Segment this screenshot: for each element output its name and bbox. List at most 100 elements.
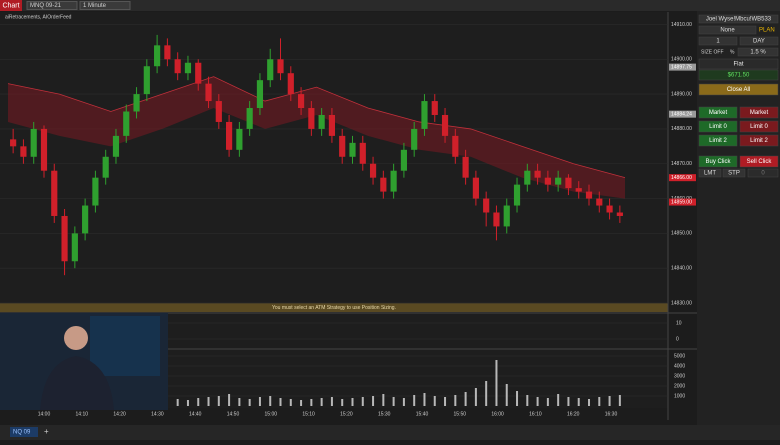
x-tick-label: 15:10 <box>302 411 315 417</box>
lmt-label[interactable]: LMT <box>704 171 716 177</box>
price-flag <box>669 110 696 118</box>
ribbon <box>8 76 625 199</box>
plan[interactable]: PLAN <box>759 28 775 34</box>
lmt[interactable] <box>698 168 722 178</box>
candle-body <box>349 142 356 157</box>
x-tick-label: 15:40 <box>416 411 429 417</box>
webcam-face <box>64 326 88 350</box>
pnl-label: $671.50 <box>728 73 750 79</box>
candle-body <box>10 139 17 147</box>
y-tick-label: 14850.00 <box>671 231 692 237</box>
volume-bar <box>454 395 457 406</box>
x-tick-label: 16:20 <box>567 411 580 417</box>
candle-body <box>390 170 397 192</box>
candle-body <box>164 45 171 60</box>
volume-bar <box>433 396 436 406</box>
pnl <box>698 69 779 81</box>
volume-bar <box>577 398 580 406</box>
buy-button-label[interactable]: Market <box>709 110 728 116</box>
chart-tab[interactable] <box>0 0 22 11</box>
volume-bar <box>320 398 323 406</box>
bottom-tab-label[interactable]: NQ 09 <box>13 430 31 436</box>
candle-body <box>596 198 603 206</box>
x-tick-label: 15:00 <box>265 411 278 417</box>
candle-body <box>606 205 613 213</box>
volume-bar <box>598 397 601 406</box>
volume-bar <box>207 397 210 406</box>
sell-button-label[interactable]: Limit 2 <box>750 138 768 144</box>
candle-body <box>421 101 428 129</box>
sell-button[interactable] <box>739 134 779 147</box>
price-flag-label: 14866.00 <box>671 175 692 181</box>
price-flag-label: 14859.00 <box>671 199 692 205</box>
bottom-tab[interactable] <box>10 427 38 437</box>
instrument-box[interactable] <box>26 1 78 10</box>
buy-button-label[interactable]: Limit 2 <box>709 138 727 144</box>
sell-button[interactable] <box>739 106 779 119</box>
candle-body <box>82 205 89 234</box>
close-all[interactable] <box>698 83 779 96</box>
webcam-body <box>40 356 114 410</box>
candle-body <box>133 94 140 112</box>
tab-label[interactable]: Chart <box>2 2 19 9</box>
status-message: You must select an ATM Strategy to use P… <box>272 305 396 311</box>
x-tick-label: 15:20 <box>340 411 353 417</box>
candle-body <box>339 135 346 157</box>
y-tick-label: 1000 <box>674 393 685 399</box>
price-flag <box>669 174 696 182</box>
quantity-label[interactable]: 1 <box>716 39 720 45</box>
volume-bar <box>392 397 395 406</box>
y-tick-label: 3000 <box>674 373 685 379</box>
interval[interactable]: 1 Minute <box>83 3 107 9</box>
account[interactable] <box>698 14 779 24</box>
risk-label[interactable]: 1.5 % <box>750 50 766 56</box>
x-tick-label: 15:50 <box>454 411 467 417</box>
atm-select-label[interactable]: None <box>720 28 735 34</box>
sell-button[interactable] <box>739 120 779 133</box>
price-flag <box>669 198 696 206</box>
bottom-bar <box>0 425 780 440</box>
stp[interactable] <box>722 168 746 178</box>
candle-body <box>452 135 459 157</box>
atm-select[interactable] <box>698 25 757 35</box>
sell-button-label[interactable]: Limit 0 <box>750 124 768 130</box>
buy-click-label[interactable]: Buy Click <box>705 159 731 165</box>
percent: % <box>730 49 735 55</box>
candle-body <box>123 111 130 136</box>
buy-button[interactable] <box>698 106 738 119</box>
buy-click[interactable] <box>698 155 738 168</box>
volume-bar <box>588 399 591 406</box>
risk[interactable] <box>737 47 779 57</box>
indicator-label: aiRetracements, AIOrderFeed <box>5 14 72 20</box>
add-tab[interactable]: + <box>44 427 49 436</box>
volume-bar <box>516 391 519 406</box>
buy-button-label[interactable]: Limit 0 <box>709 124 727 130</box>
candle-body <box>215 101 222 122</box>
candle-body <box>30 128 37 157</box>
volume-bar <box>567 397 570 406</box>
tif-label[interactable]: DAY <box>753 39 765 45</box>
sell-button-label[interactable]: Market <box>750 110 769 116</box>
sell-click[interactable] <box>739 155 779 168</box>
interval-box[interactable] <box>79 1 131 10</box>
candle-body <box>359 142 366 164</box>
account-label[interactable]: Joel Wyse!Mbcu!WB533 <box>706 17 772 23</box>
stp-label[interactable]: STP <box>728 171 740 177</box>
buy-button[interactable] <box>698 120 738 133</box>
candle-body <box>267 59 274 81</box>
instrument[interactable]: MNQ 09-21 <box>30 3 62 9</box>
offset-label[interactable]: 0 <box>761 171 765 177</box>
buy-button[interactable] <box>698 134 738 147</box>
candle-body <box>20 146 27 157</box>
candle-body <box>555 177 562 185</box>
x-tick-label: 14:00 <box>38 411 51 417</box>
sell-click-label[interactable]: Sell Click <box>747 159 773 165</box>
candle-body <box>143 66 150 95</box>
quantity[interactable] <box>698 36 738 46</box>
toolbar <box>0 0 780 11</box>
close-all-label[interactable]: Close All <box>727 87 750 93</box>
offset[interactable] <box>747 168 779 178</box>
volume-bar <box>176 399 179 406</box>
tif[interactable] <box>739 36 779 46</box>
x-tick-label: 14:50 <box>227 411 240 417</box>
